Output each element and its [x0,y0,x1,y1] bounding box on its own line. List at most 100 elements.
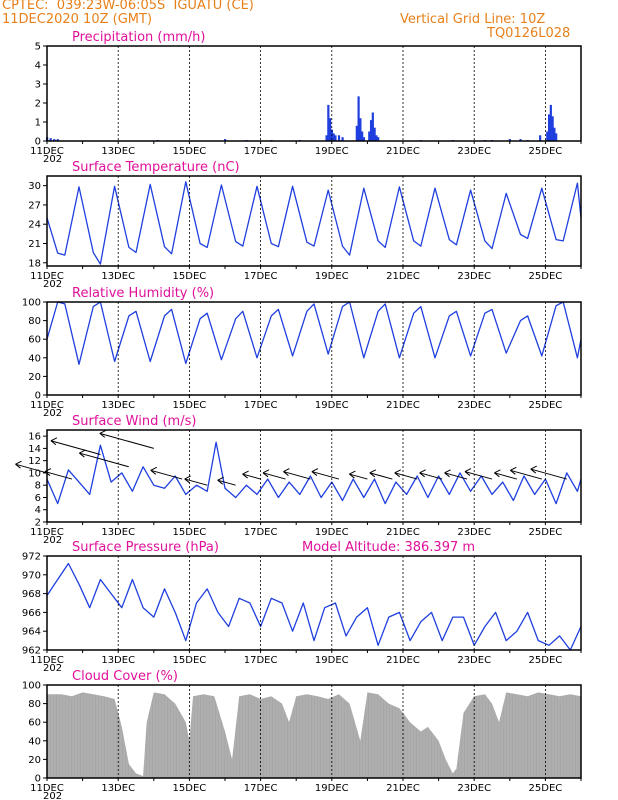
pres-panel: 962 964 966 968 970 972 11DEC 13DEC 15DEC 17DEC 19… [22,540,582,674]
rh-ytick-label: 0 [35,391,41,402]
rh-xtick-label: 13DEC [101,400,135,411]
precip-bar [551,116,554,141]
wind-arrow [262,472,286,480]
precip-ytick-label: 5 [35,42,41,53]
precip-bar [371,112,374,141]
wind-ytick-label: 8 [35,481,41,492]
rh-xtick-label: 17DEC [244,400,278,411]
wind-arrowhead [44,468,52,473]
temp-ytick-label: 21 [28,239,41,250]
precip-ytick-label: 3 [35,80,41,91]
wind-arrow [50,440,101,456]
rh-xtick-label: 11DEC [30,400,64,411]
cloud-xtick-label: 13DEC [101,783,135,794]
precip-ytick-label: 4 [35,61,41,72]
wind-arrowhead [262,472,269,478]
pres-line [46,562,582,651]
precip-xtick-label: 17DEC [244,146,278,157]
cloud-ytick-label: 60 [28,718,41,729]
wind-arrow [150,469,183,480]
pres-ytick-label: 968 [22,589,41,600]
precip-bar [56,139,59,141]
precip-bar [355,125,358,141]
pres-ytick-label: 962 [22,646,41,657]
wind-arrowhead [530,468,537,474]
precip-bar [362,137,366,141]
temp-frame [46,175,582,267]
wind-arrowhead [311,471,318,476]
rh-ytick-label: 80 [28,316,41,327]
pres-ytick-label: 972 [22,552,41,563]
wind-ytick-label: 14 [28,444,41,455]
wind-arrow [99,432,154,449]
cloud-xtick-label: 19DEC [315,783,349,794]
rh-xtick-label: 19DEC [315,400,349,411]
wind-arrow [15,463,48,474]
cloud-xtick-label: 25DEC [529,783,563,794]
cloud-ytick-label: 80 [28,699,41,710]
temp-xtick-label: 11DEC [30,271,64,282]
wind-arrowhead [419,472,425,478]
wind-arrowhead [50,437,58,442]
wind-arrow [349,473,368,480]
wind-xtick-label: 19DEC [315,527,349,538]
rh-ytick-label: 100 [22,298,41,309]
pres-xtick-label: 11DEC [30,655,64,666]
wind-arrow [419,472,443,480]
wind-arrowhead [50,440,57,446]
wind-arrow [242,473,261,480]
cloud-frame [46,684,582,779]
cloud-ytick-label: 40 [28,736,41,747]
temp-ytick-label: 24 [28,220,41,231]
precip-xtick-label: 25DEC [529,146,563,157]
precip-xtick-label: 11DEC [30,146,64,157]
cloud-ytick-label: 20 [28,755,41,766]
wind-line [46,441,582,505]
rh-panel: 0 20 40 60 80 100 11DEC 13DEC 15DEC 17DEC 19DEC 21D… [22,286,582,419]
pres-xtick-label: 13DEC [101,655,135,666]
precip-frame [46,45,582,142]
wind-arrowhead [494,472,500,478]
precip-bar [53,139,56,141]
precip-bar [224,139,227,141]
precip-ytick-label: 0 [35,137,41,148]
wind-arrowhead [184,475,191,480]
wind-arrowhead [464,468,472,473]
wind-arrowhead [283,471,289,476]
precip-bar [546,131,549,141]
wind-ytick-label: 2 [35,518,41,529]
pres-xtick-label: 15DEC [173,655,207,666]
pres-ytick-label: 966 [22,608,41,619]
wind-ytick-label: 16 [28,432,41,443]
wind-arrowhead [419,469,426,474]
wind-ytick-label: 10 [28,468,41,479]
temp-ytick-label: 27 [28,200,41,211]
wind-arrow [369,472,393,480]
wind-arrowhead [394,472,401,478]
wind-arrow [217,479,236,486]
precip-bar [341,137,344,141]
wind-arrowhead [79,449,86,454]
wind-arrowhead [184,478,191,484]
temp-line [46,181,582,265]
precip-bar [549,104,552,141]
wind-arrowhead [444,469,451,474]
wind-arrowhead [464,471,471,476]
grid-note-header: Vertical Grid Line: 10Z [400,12,546,27]
precip-bar [553,127,556,141]
pres-xtick-label: 25DEC [529,655,563,666]
wind-arrowhead [15,463,21,469]
temp-xtick-label: 15DEC [173,271,207,282]
precip-bar [508,139,511,141]
precip-bar [49,138,52,141]
wind-arrowhead [15,460,22,465]
wind-title: Surface Wind (m/s) [72,414,196,429]
precip-xtick-label: 15DEC [173,146,207,157]
rh-ytick-label: 60 [28,335,41,346]
precip-bar [555,133,558,141]
temp-year-label: 202 [43,279,62,290]
wind-arrowhead [79,452,85,458]
precip-bar [332,133,335,141]
temp-xtick-label: 25DEC [529,271,563,282]
